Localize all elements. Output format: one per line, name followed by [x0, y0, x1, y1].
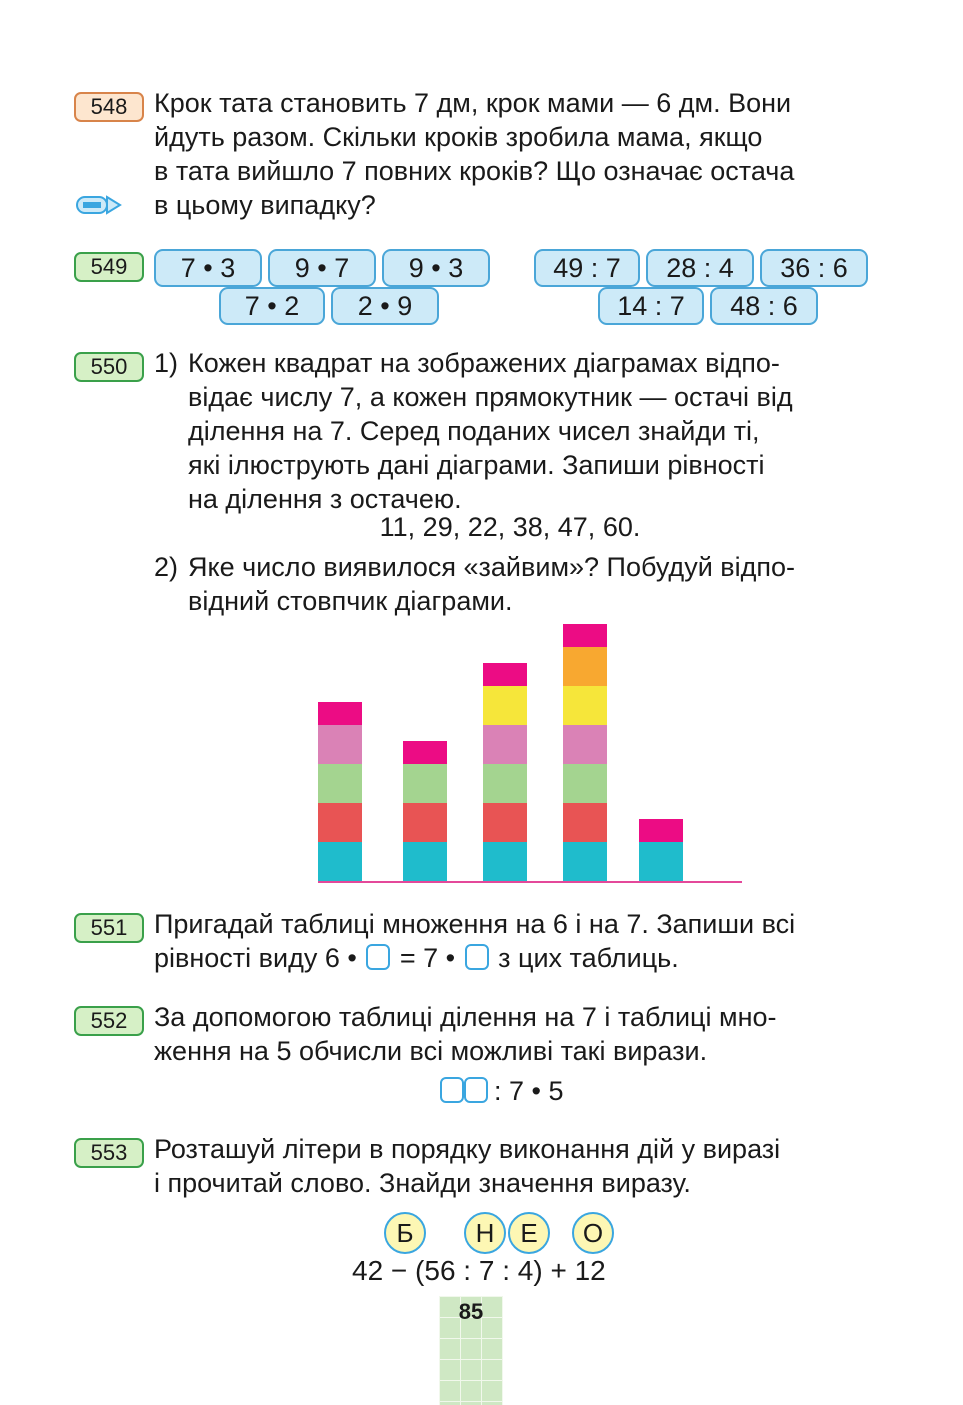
task-548-line: йдуть разом. Скільки кроків зробила мама…: [154, 122, 763, 152]
task-552-text: За допомогою таблиці ділення на 7 і табл…: [154, 1000, 866, 1068]
task-number-548: 548: [74, 92, 144, 122]
multiplication-card: 9 • 3: [382, 249, 490, 287]
equation-part: = 7 •: [399, 943, 456, 973]
division-card: 14 : 7: [598, 287, 704, 325]
bar-remainder: [318, 702, 362, 725]
letter-circle: Б: [384, 1212, 426, 1254]
task-number-549: 549: [74, 252, 144, 282]
bar-square: [483, 764, 527, 803]
bar-square: [318, 842, 362, 881]
bar-square: [483, 686, 527, 725]
multiplication-card: 9 • 7: [268, 249, 376, 287]
task-number-551: 551: [74, 913, 144, 943]
bar-square: [563, 647, 607, 686]
part-2-label: 2): [154, 552, 179, 582]
bar-square: [318, 803, 362, 842]
task-549: 549 7 • 3 9 • 7 9 • 3 7 • 2 2 • 9 49 : 7…: [74, 246, 874, 326]
bar-remainder: [483, 663, 527, 686]
task-number-550: 550: [74, 352, 144, 382]
bar-remainder: [563, 624, 607, 647]
division-card: 36 : 6: [760, 249, 868, 287]
bar-square: [403, 764, 447, 803]
letter-circle: О: [572, 1212, 614, 1254]
blank-box: [464, 944, 489, 970]
bar-square: [483, 725, 527, 764]
task-548-text: Крок тата становить 7 дм, крок мами — 6 …: [154, 86, 866, 222]
bar-square: [563, 842, 607, 881]
task-553-line: і прочитай слово. Знайди значення виразу…: [154, 1168, 691, 1198]
blank-box: [366, 944, 391, 970]
task-550-line: на ділення з остачею.: [188, 484, 462, 514]
part-1-label: 1): [154, 348, 179, 378]
bar-square: [318, 764, 362, 803]
bar-square: [483, 803, 527, 842]
task-551-line: Пригадай таблиці множення на 6 і на 7. З…: [154, 909, 796, 939]
bar-square: [318, 725, 362, 764]
letter-circle: Н: [464, 1212, 506, 1254]
equation-part: з цих таблиць.: [498, 943, 679, 973]
division-card: 28 : 4: [646, 249, 754, 287]
equation-part: рівності виду 6 •: [154, 943, 357, 973]
multiplication-card: 7 • 2: [219, 287, 325, 325]
division-card: 48 : 6: [710, 287, 818, 325]
task-550-line: Яке число виявилося «зайвим»? Побудуй ві…: [188, 552, 795, 582]
number-list: 11, 29, 22, 38, 47, 60.: [379, 512, 641, 542]
task-550-line: які ілюструють дані діаграми. Запиши рів…: [188, 450, 765, 480]
square-diagram: [318, 624, 742, 883]
multiplication-card: 2 • 9: [331, 287, 439, 325]
bar-square: [563, 764, 607, 803]
task-550-part-2-text: Яке число виявилося «зайвим»? Побудуй ві…: [188, 550, 868, 618]
bar-square: [563, 725, 607, 764]
task-550-line: Кожен квадрат на зображених діаграмах ві…: [188, 348, 780, 378]
expression-552: : 7 • 5: [440, 1074, 564, 1108]
bar-remainder: [639, 819, 683, 842]
task-551-line: рівності виду 6 • = 7 • з цих таблиць.: [154, 941, 866, 975]
task-550-part-1-text: Кожен квадрат на зображених діаграмах ві…: [188, 346, 868, 516]
task-550-line: відає числу 7, а кожен прямокутник — ост…: [188, 382, 793, 412]
pencil-icon: [76, 195, 122, 215]
task-553-line: Розташуй літери в порядку виконання дій …: [154, 1134, 781, 1164]
task-548-line: в цьому випадку?: [154, 190, 376, 220]
multiplication-card: 7 • 3: [154, 249, 262, 287]
task-550-line: відний стовпчик діаграми.: [188, 586, 513, 616]
bar-square: [563, 686, 607, 725]
letter-circle: Е: [508, 1212, 550, 1254]
page-tab: [439, 1296, 503, 1405]
division-card: 49 : 7: [534, 249, 640, 287]
expression-553: 42 − (56 : 7 : 4) + 12: [352, 1255, 606, 1286]
bar-square: [403, 803, 447, 842]
task-550-line: ділення на 7. Серед поданих чисел знайди…: [188, 416, 760, 446]
bar-square: [563, 803, 607, 842]
blank-box: [440, 1077, 464, 1103]
page-number: 85: [458, 1299, 484, 1324]
bar-square: [483, 842, 527, 881]
task-548-line: в тата вийшло 7 повних кроків? Що означа…: [154, 156, 795, 186]
task-number-552: 552: [74, 1006, 144, 1036]
task-551-text: Пригадай таблиці множення на 6 і на 7. З…: [154, 907, 866, 975]
task-552-line: За допомогою таблиці ділення на 7 і табл…: [154, 1002, 777, 1032]
task-553-text: Розташуй літери в порядку виконання дій …: [154, 1132, 866, 1200]
bar-square: [403, 842, 447, 881]
expression-text: : 7 • 5: [494, 1076, 564, 1106]
task-552-line: ження на 5 обчисли всі можливі такі вира…: [154, 1036, 708, 1066]
bar-remainder: [403, 741, 447, 764]
blank-box: [464, 1077, 488, 1103]
task-548-line: Крок тата становить 7 дм, крок мами — 6 …: [154, 88, 792, 118]
bar-square: [639, 842, 683, 881]
task-number-553: 553: [74, 1138, 144, 1168]
